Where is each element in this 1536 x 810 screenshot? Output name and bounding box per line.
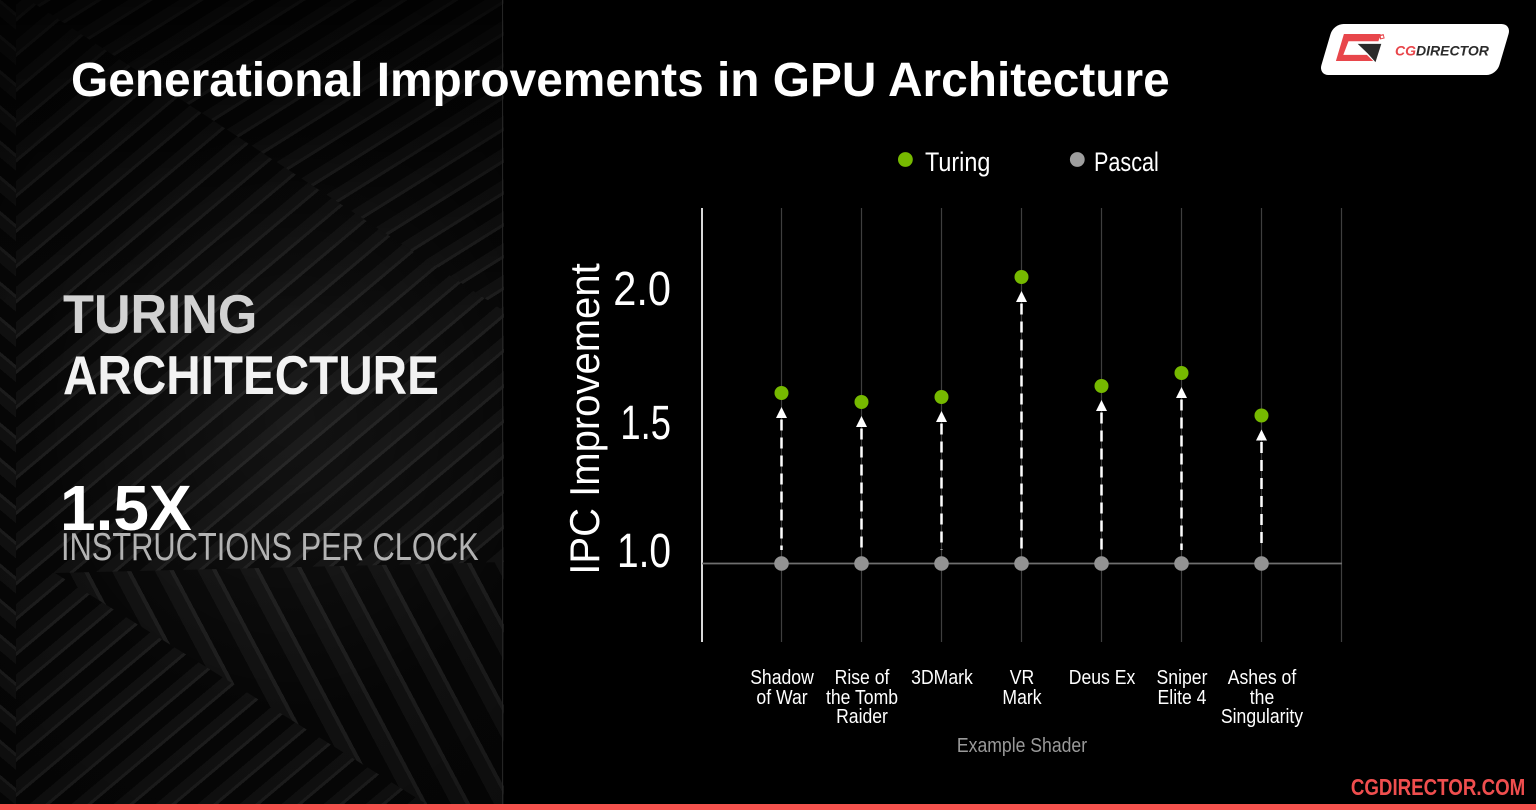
svg-text:CGDIRECTOR: CGDIRECTOR [1395, 43, 1490, 59]
